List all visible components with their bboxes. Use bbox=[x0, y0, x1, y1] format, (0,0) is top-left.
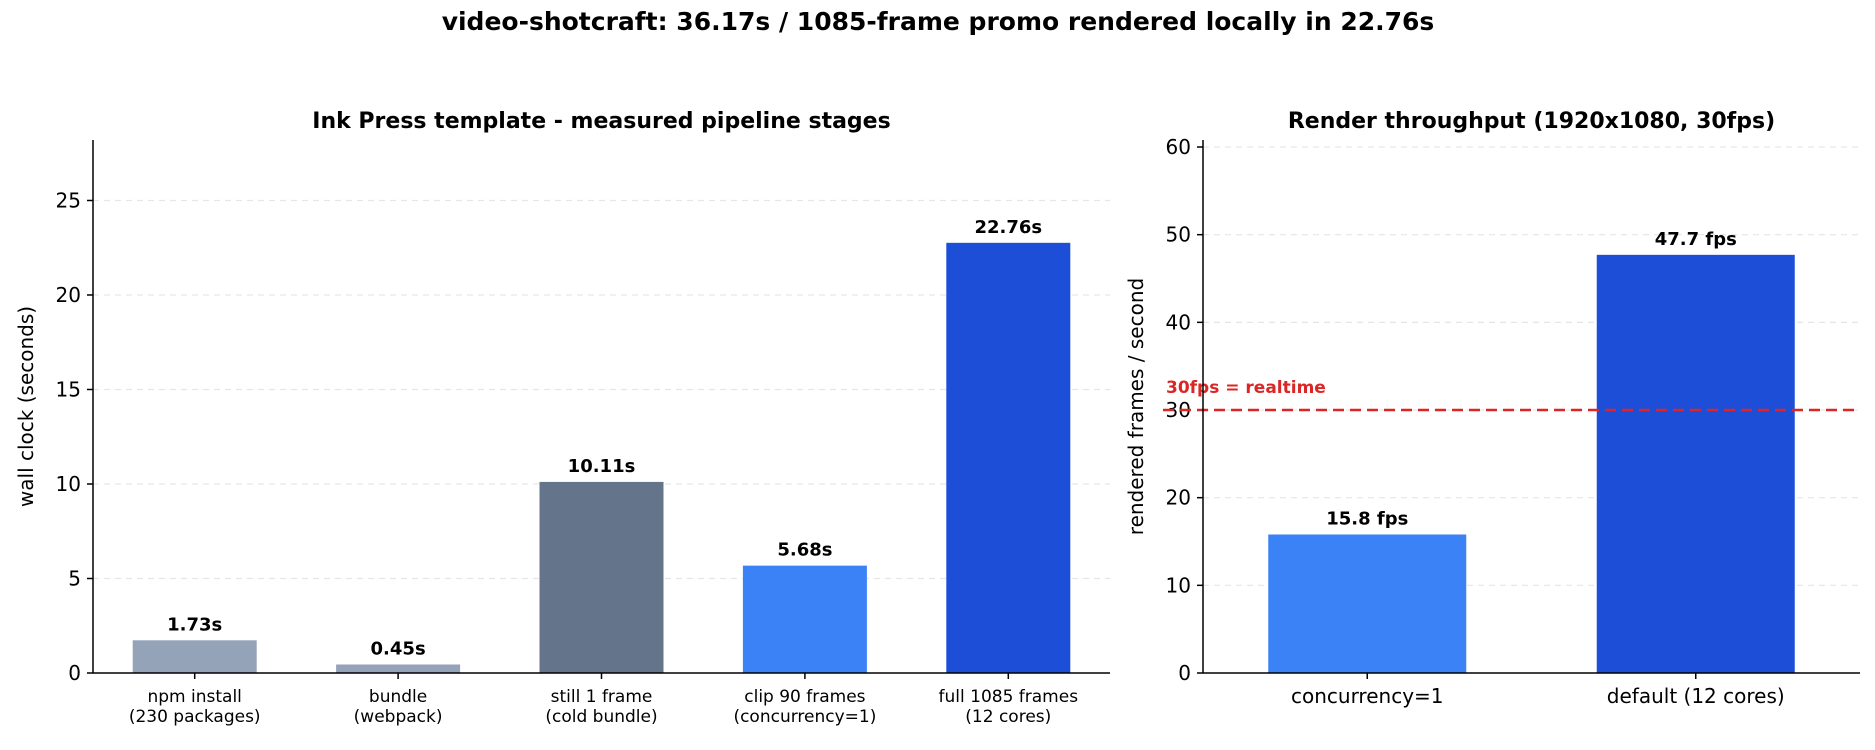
bar bbox=[132, 640, 257, 673]
bar-value-label: 1.73s bbox=[167, 614, 222, 635]
x-category-label: (cold bundle) bbox=[545, 707, 657, 727]
x-category-label: (230 packages) bbox=[129, 707, 261, 727]
bar-value-label: 5.68s bbox=[777, 540, 832, 561]
y-tick-label: 5 bbox=[68, 566, 81, 590]
bar bbox=[336, 664, 461, 673]
bar bbox=[539, 481, 664, 673]
y-axis-label: wall clock (seconds) bbox=[14, 306, 38, 507]
bar-value-label: 15.8 fps bbox=[1326, 508, 1408, 529]
bar bbox=[946, 242, 1071, 673]
panel-pipeline-stages: Ink Press template - measured pipeline s… bbox=[14, 109, 1110, 727]
y-tick-label: 25 bbox=[56, 188, 81, 212]
x-category-label: concurrency=1 bbox=[1291, 684, 1444, 708]
y-tick-label: 10 bbox=[56, 472, 81, 496]
bar-value-label: 0.45s bbox=[371, 638, 426, 659]
y-tick-label: 50 bbox=[1166, 223, 1191, 247]
x-category-label: full 1085 frames bbox=[939, 687, 1079, 707]
y-tick-label: 60 bbox=[1166, 135, 1191, 159]
x-category-label: still 1 frame bbox=[551, 687, 653, 707]
y-tick-label: 0 bbox=[68, 661, 81, 685]
bar-value-label: 47.7 fps bbox=[1655, 229, 1737, 250]
y-tick-label: 20 bbox=[1166, 486, 1191, 510]
bar-value-label: 10.11s bbox=[568, 456, 636, 477]
x-category-label: bundle bbox=[369, 687, 427, 707]
panel-title: Render throughput (1920x1080, 30fps) bbox=[1288, 109, 1775, 134]
y-tick-label: 15 bbox=[56, 377, 81, 401]
y-axis-label: rendered frames / second bbox=[1124, 278, 1148, 535]
y-tick-label: 10 bbox=[1166, 573, 1191, 597]
x-category-label: (webpack) bbox=[354, 707, 443, 727]
y-tick-label: 20 bbox=[56, 283, 81, 307]
x-category-label: clip 90 frames bbox=[744, 687, 865, 707]
panel-title: Ink Press template - measured pipeline s… bbox=[312, 109, 890, 134]
x-category-label: (12 cores) bbox=[965, 707, 1051, 727]
bar-value-label: 22.76s bbox=[974, 217, 1042, 238]
y-tick-label: 0 bbox=[1178, 661, 1191, 685]
y-tick-label: 40 bbox=[1166, 310, 1191, 334]
bar bbox=[1268, 534, 1467, 673]
bar bbox=[742, 565, 867, 673]
panel-render-throughput: Render throughput (1920x1080, 30fps) 0 10 2… bbox=[1124, 109, 1860, 708]
bar bbox=[1596, 254, 1795, 673]
x-category-label: default (12 cores) bbox=[1607, 684, 1785, 708]
x-category-label: npm install bbox=[147, 687, 241, 707]
x-category-label: (concurrency=1) bbox=[733, 707, 876, 727]
figure-suptitle: video-shotcraft: 36.17s / 1085-frame pro… bbox=[442, 7, 1435, 36]
reference-line-label: 30fps = realtime bbox=[1166, 378, 1326, 398]
